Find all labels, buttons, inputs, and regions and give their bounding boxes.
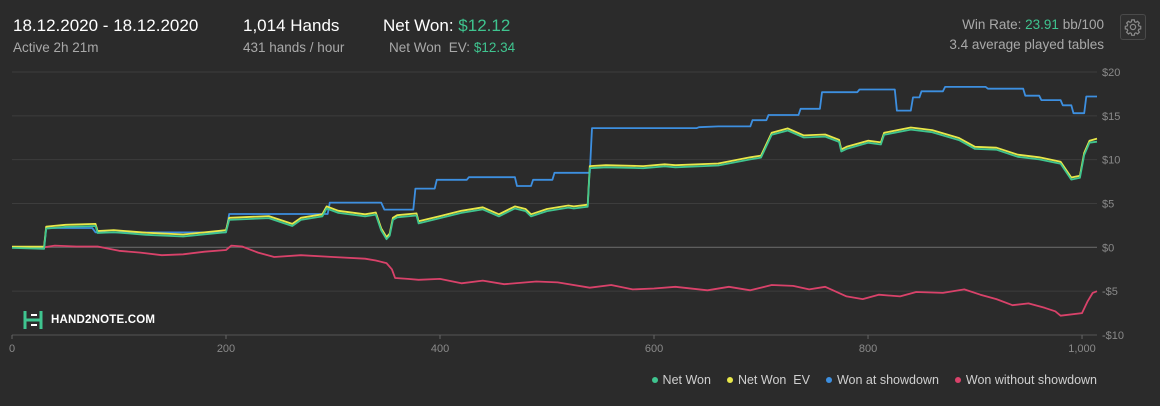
net-won-ev: Net Won EV: $12.34 bbox=[383, 39, 515, 57]
legend-label: Won without showdown bbox=[965, 373, 1097, 387]
win-rate: Win Rate: 23.91 bb/100 bbox=[949, 16, 1104, 34]
y-tick-label: $5 bbox=[1102, 199, 1114, 211]
win-rate-block: Win Rate: 23.91 bb/100 3.4 average playe… bbox=[949, 16, 1104, 54]
legend-item-net-won[interactable]: Net Won bbox=[651, 373, 711, 387]
series-line-net-won-ev bbox=[12, 126, 1098, 248]
legend-item-net-won-ev[interactable]: Net Won EV bbox=[726, 373, 810, 387]
date-range: 18.12.2020 - 18.12.2020 bbox=[13, 16, 199, 35]
net-won-label: Net Won: bbox=[383, 16, 454, 35]
y-tick-label: $10 bbox=[1102, 155, 1120, 167]
net-won-block: Net Won: $12.12 Net Won EV: $12.34 bbox=[383, 16, 515, 57]
win-rate-value: 23.91 bbox=[1025, 17, 1059, 32]
hands-block: 1,014 Hands 431 hands / hour bbox=[243, 16, 344, 57]
date-block: 18.12.2020 - 18.12.2020 Active 2h 21m bbox=[13, 16, 198, 57]
win-rate-label: Win Rate: bbox=[962, 17, 1022, 32]
series-line-net-won bbox=[11, 128, 1098, 250]
net-won-value: $12.12 bbox=[458, 16, 511, 35]
average-tables: 3.4 average played tables bbox=[949, 37, 1104, 52]
legend-swatch bbox=[726, 377, 733, 383]
hands-rate: 431 hands / hour bbox=[243, 40, 345, 55]
net-won-ev-value: $12.34 bbox=[473, 40, 516, 55]
y-tick-label: $0 bbox=[1102, 242, 1114, 254]
active-time: Active 2h 21m bbox=[13, 40, 99, 55]
legend-item-won-without-showdown[interactable]: Won without showdown bbox=[954, 373, 1097, 387]
grid-layer bbox=[11, 71, 1097, 339]
hand2note-logo: HAND2NOTE.COM bbox=[22, 309, 155, 331]
y-tick-label: -$10 bbox=[1102, 330, 1124, 342]
legend-swatch bbox=[825, 377, 832, 383]
x-tick-label: 600 bbox=[645, 343, 663, 355]
legend-label: Net Won EV bbox=[737, 373, 810, 387]
series-line-won-without-showdown bbox=[12, 244, 1098, 317]
legend-item-won-at-showdown[interactable]: Won at showdown bbox=[825, 373, 939, 387]
x-tick-label: 800 bbox=[859, 343, 877, 355]
legend-label: Net Won bbox=[662, 373, 711, 387]
x-tick-label: 200 bbox=[217, 343, 235, 355]
x-tick-label: 400 bbox=[431, 343, 449, 355]
x-tick-label: 1,000 bbox=[1068, 343, 1096, 355]
legend-swatch bbox=[651, 377, 658, 383]
gear-icon bbox=[1124, 19, 1142, 36]
chart-legend: Net Won Net Won EV Won at showdown Won w… bbox=[651, 373, 1097, 387]
net-won-ev-label: Net Won EV: bbox=[389, 40, 471, 55]
series-line-won-at-showdown bbox=[12, 86, 1097, 249]
logo-text: HAND2NOTE.COM bbox=[51, 314, 156, 326]
tick-layer: $20 $15 $10 $5 $0 -$5 -$10 0 200 400 600 800 1,000 bbox=[9, 67, 1124, 355]
legend-swatch bbox=[954, 377, 961, 383]
settings-button[interactable] bbox=[1120, 14, 1146, 40]
win-rate-unit: bb/100 bbox=[1062, 17, 1104, 32]
x-tick-label: 0 bbox=[9, 343, 15, 355]
net-won: Net Won: $12.12 bbox=[383, 16, 515, 36]
hand2note-logo-icon bbox=[23, 311, 43, 329]
y-tick-label: $15 bbox=[1102, 111, 1120, 123]
hands-count: 1,014 Hands bbox=[243, 16, 340, 35]
stats-header: 18.12.2020 - 18.12.2020 Active 2h 21m 1,… bbox=[0, 0, 1160, 64]
series-layer bbox=[11, 86, 1098, 317]
y-tick-label: $20 bbox=[1102, 67, 1120, 79]
y-tick-label: -$5 bbox=[1102, 286, 1118, 298]
legend-label: Won at showdown bbox=[836, 373, 939, 387]
